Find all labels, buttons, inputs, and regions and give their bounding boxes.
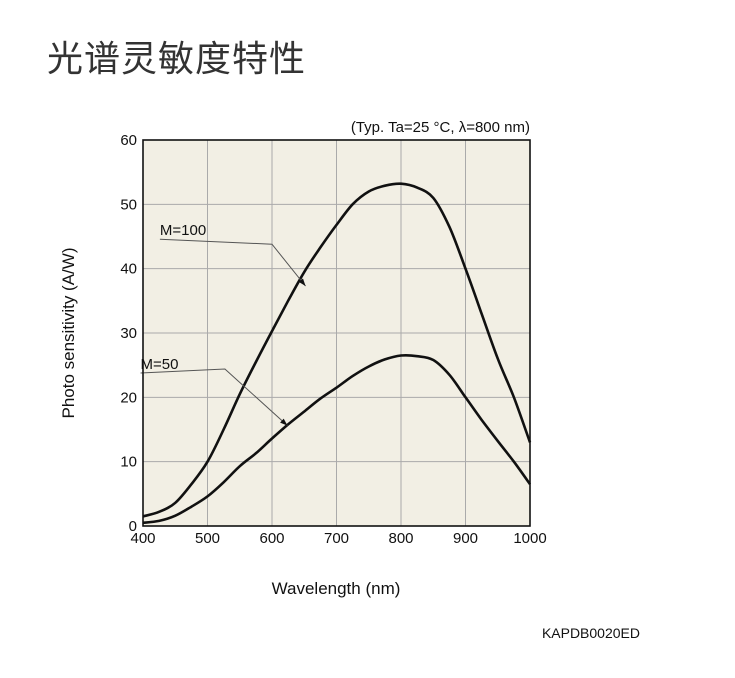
y-tick-label: 0	[129, 518, 137, 535]
x-tick-label: 400	[130, 530, 155, 547]
x-tick-label: 500	[195, 530, 220, 547]
annotation-label-m-50: M=50	[141, 356, 179, 373]
tick-labels: 400 500 600 700 800 900 1000 0 10 20 30 40 50 60	[120, 132, 546, 547]
series-line-m-100	[142, 182, 532, 518]
series-line-m-50	[142, 353, 532, 525]
figure-code: KAPDB0020ED	[542, 625, 640, 641]
data-curves	[142, 182, 532, 525]
x-tick-label: 900	[453, 530, 478, 547]
annotation-label-m-100: M=100	[160, 222, 206, 239]
x-tick-label: 600	[259, 530, 284, 547]
x-axis-label: Wavelength (nm)	[272, 579, 401, 598]
annotation-arrowhead	[298, 278, 306, 287]
y-tick-label: 30	[120, 325, 137, 342]
y-tick-label: 10	[120, 454, 137, 471]
annotation-leader-line	[159, 238, 306, 287]
annotations: M=100 M=50	[140, 222, 306, 427]
y-tick-label: 50	[120, 196, 137, 213]
x-tick-label: 1000	[513, 530, 546, 547]
x-tick-label: 700	[324, 530, 349, 547]
y-tick-label: 60	[120, 132, 137, 149]
plot-frame	[142, 139, 531, 527]
annotation-arrowhead	[280, 418, 288, 426]
y-axis-label: Photo sensitivity (A/W)	[59, 248, 78, 419]
page-title: 光谱灵敏度特性	[47, 39, 307, 80]
annotation-leader-line	[140, 368, 288, 427]
y-tick-label: 20	[120, 389, 137, 406]
condition-note: (Typ. Ta=25 °C, λ=800 nm)	[351, 119, 530, 136]
x-tick-label: 800	[388, 530, 413, 547]
y-tick-label: 40	[120, 261, 137, 278]
